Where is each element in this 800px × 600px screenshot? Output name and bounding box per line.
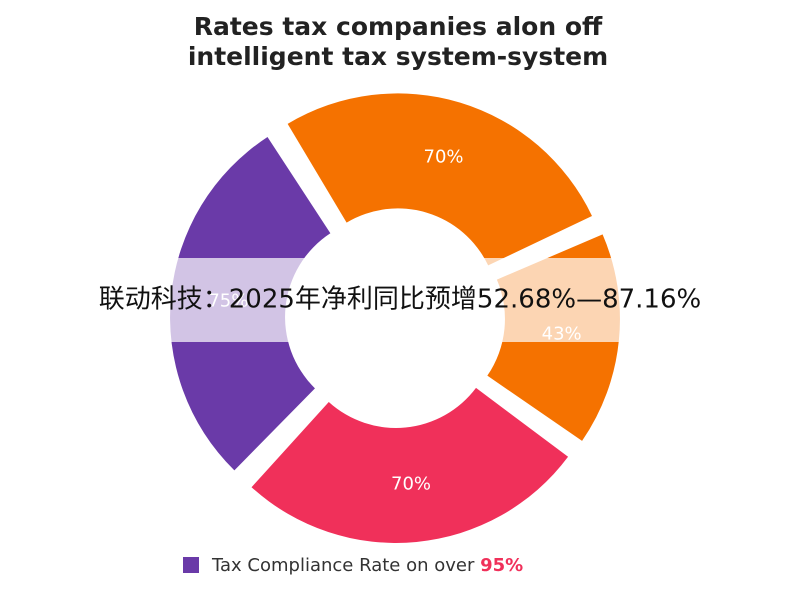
value-label: 70%	[391, 474, 431, 495]
slice	[251, 387, 569, 543]
caption: 联动科技：2025年净利同比预增52.68%—87.16%	[99, 285, 701, 315]
legend-text: Tax Compliance Rate on over 95%	[211, 555, 523, 576]
chart-title: Rates tax companies alon off	[194, 12, 603, 41]
legend-highlight: 95%	[480, 555, 523, 576]
value-label: 70%	[424, 147, 464, 168]
legend-swatch	[183, 557, 199, 573]
slice	[287, 93, 592, 266]
legend-label: Tax Compliance Rate on over	[211, 555, 475, 576]
chart-title: intelligent tax system-system	[188, 42, 608, 71]
caption-band	[105, 258, 687, 342]
